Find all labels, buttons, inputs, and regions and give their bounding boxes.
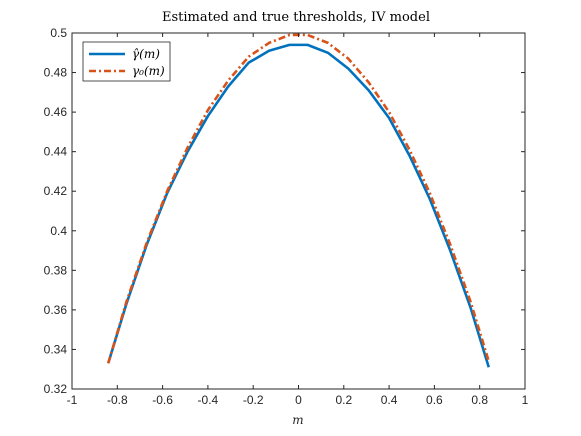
y-tick-label: 0.36 — [44, 303, 68, 317]
x-tick-label: -0.2 — [243, 393, 264, 407]
y-tick-label: 0.32 — [44, 382, 68, 396]
y-tick-label: 0.42 — [44, 184, 68, 198]
x-tick-label: 0.2 — [335, 393, 352, 407]
series-line-gamma-hat — [106, 43, 491, 368]
y-tick-label: 0.46 — [44, 105, 68, 119]
y-tick-label: 0.38 — [44, 263, 68, 277]
y-tick-label: 0.5 — [50, 26, 67, 40]
x-tick-label: -0.8 — [107, 393, 128, 407]
legend-label-gamma-true: γ₀(m) — [132, 64, 165, 78]
x-tick-label: -1 — [67, 393, 78, 407]
legend-box — [82, 41, 171, 82]
x-tick-label: 0.6 — [426, 393, 443, 407]
x-tick-label: -0.4 — [198, 393, 219, 407]
tick-labels-layer: -1 -0.8 -0.6 -0.4 -0.2 0 0.2 0.4 0.6 0.8 1 0.32 0.34… — [44, 26, 529, 407]
x-axis-label: m — [292, 413, 303, 427]
legend-label-gamma-hat: γ̂(m) — [132, 47, 160, 61]
ticks-layer — [71, 32, 526, 390]
plot-frame — [71, 32, 526, 390]
x-tick-label: 0.8 — [471, 393, 488, 407]
legend: γ̂(m) γ₀(m) — [82, 41, 171, 82]
y-tick-label: 0.4 — [50, 224, 67, 238]
x-tick-label: 0.4 — [381, 393, 398, 407]
x-tick-label: 0 — [295, 393, 302, 407]
x-tick-label: 1 — [522, 393, 529, 407]
y-tick-label: 0.44 — [44, 145, 68, 159]
chart-title: Estimated and true thresholds, IV model — [162, 10, 430, 25]
y-tick-label: 0.48 — [44, 66, 68, 80]
x-tick-label: -0.6 — [152, 393, 173, 407]
series-layer — [106, 33, 491, 368]
y-tick-label: 0.34 — [44, 342, 68, 356]
